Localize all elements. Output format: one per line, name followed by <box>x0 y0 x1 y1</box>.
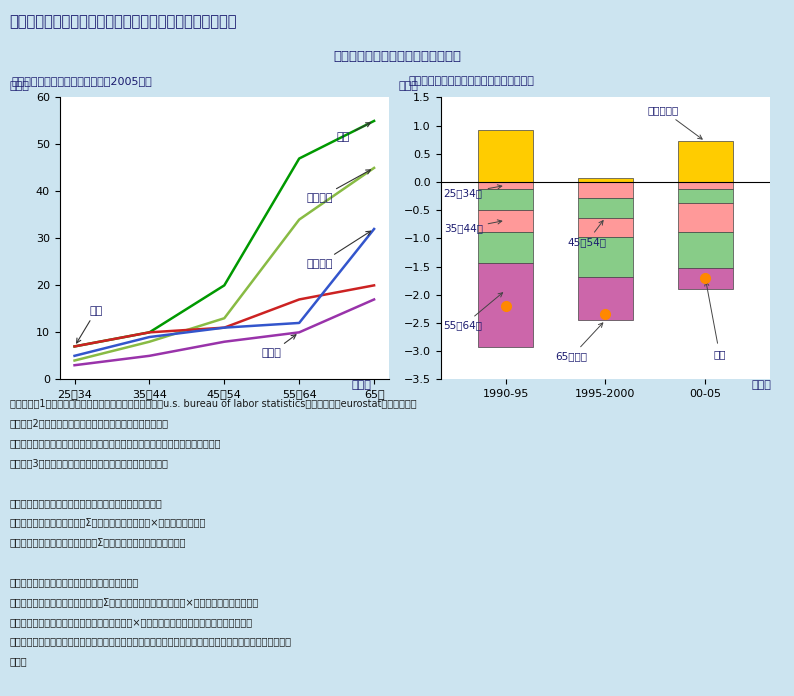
Bar <box>578 182 633 198</box>
Text: 日本では全年齢層で自営業率が低下: 日本では全年齢層で自営業率が低下 <box>333 50 461 63</box>
Bar <box>678 232 733 268</box>
Text: （％）: （％） <box>10 81 29 91</box>
Text: ただし、シグマ記号Σは、年齢別に算出した値の和．: ただし、シグマ記号Σは、年齢別に算出した値の和． <box>10 537 186 548</box>
Text: 第３－１－９図　自営業率に対する年齢構成の変化の影響: 第３－１－９図 自営業率に対する年齢構成の変化の影響 <box>10 14 237 29</box>
Bar <box>478 232 533 262</box>
Text: 45～54歳: 45～54歳 <box>568 221 607 247</box>
Text: 日本: 日本 <box>337 122 371 142</box>
Bar <box>578 277 633 320</box>
Text: フランス: フランス <box>306 170 371 203</box>
Text: （雇人のある業主＋雇人のない業主＋家族従業者）／総数にて計算．: （雇人のある業主＋雇人のない業主＋家族従業者）／総数にて計算． <box>10 438 221 448</box>
Text: 全体: 全体 <box>705 282 726 358</box>
Text: （自営業率の増分）＝Σ｛（年齢別自営業率の増分）×（期首の年齢構成比）＋: （自営業率の増分）＝Σ｛（年齢別自営業率の増分）×（期首の年齢構成比）＋ <box>10 597 259 607</box>
Bar <box>578 178 633 182</box>
Text: （年）: （年） <box>752 380 772 390</box>
Text: 25～34歳: 25～34歳 <box>444 184 502 198</box>
Text: （２）自営業率の年齢別要因分解（日本）: （２）自営業率の年齢別要因分解（日本） <box>409 76 535 86</box>
Text: 65歳以上: 65歳以上 <box>556 323 603 362</box>
Text: 3．（２）の要因分解の計算方法は以下のとおり．: 3．（２）の要因分解の計算方法は以下のとおり． <box>10 458 168 468</box>
Text: 英国: 英国 <box>76 306 102 343</box>
Bar <box>678 189 733 203</box>
Text: （備考）　1．日本は総務省「国勢調査」、アメリカは「u.s. bureau of labor statistics」、その他はeurostatにより作成．: （備考） 1．日本は総務省「国勢調査」、アメリカは「u.s. bureau of… <box>10 399 416 409</box>
Text: （期首の年齢構成比の増分）×（年齢構成比の増分）＋［交差項部分］｝: （期首の年齢構成比の増分）×（年齢構成比の増分）＋［交差項部分］｝ <box>10 617 252 626</box>
Bar <box>678 182 733 189</box>
Bar <box>478 129 533 182</box>
Text: ドイツ: ドイツ <box>262 335 296 358</box>
Bar <box>678 141 733 182</box>
Bar <box>478 262 533 347</box>
Bar <box>578 218 633 237</box>
Text: （１）主要国・年齢別自営業率（2005年）: （１）主要国・年齢別自営業率（2005年） <box>12 76 152 86</box>
Bar <box>678 268 733 289</box>
Text: 35～44歳: 35～44歳 <box>444 220 502 234</box>
Bar <box>478 182 533 189</box>
Text: （％）: （％） <box>399 81 418 91</box>
Bar <box>578 198 633 218</box>
Bar <box>478 210 533 232</box>
Text: アメリカ: アメリカ <box>306 231 371 269</box>
Text: いる．: いる． <box>10 656 27 666</box>
Bar <box>678 203 733 232</box>
Text: 自営業率について、次の関係式が成り立つ．: 自営業率について、次の関係式が成り立つ． <box>10 498 162 508</box>
Text: 2．日本の自営業率は、総務省「国勢調査」より．: 2．日本の自営業率は、総務省「国勢調査」より． <box>10 418 168 429</box>
Text: 本分析では、上式の期間中の増分を: 本分析では、上式の期間中の増分を <box>10 577 139 587</box>
Bar <box>478 189 533 210</box>
Text: 55～64歳: 55～64歳 <box>444 293 503 331</box>
Text: と展開し、括弧｜　｜内の第１項を年齢別に展開して年齢別自営業率要因、第２項を年齢構成比要因として: と展開し、括弧｜ ｜内の第１項を年齢別に展開して年齢別自営業率要因、第２項を年齢… <box>10 637 291 647</box>
Bar <box>578 237 633 277</box>
Text: （歳）: （歳） <box>352 380 372 390</box>
Text: （自営業率）＝Σ｜（年齢別自営業率）×（年齢構成比）｜: （自営業率）＝Σ｜（年齢別自営業率）×（年齢構成比）｜ <box>10 518 206 528</box>
Text: 年齢構成比: 年齢構成比 <box>647 105 702 139</box>
